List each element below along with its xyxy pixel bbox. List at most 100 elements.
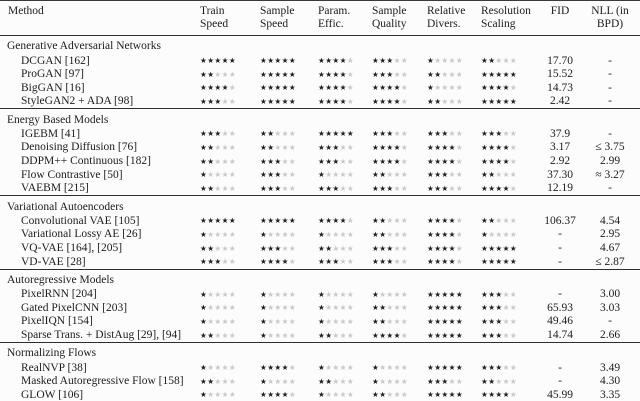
filled-stars: ★★ <box>200 142 215 152</box>
filled-stars: ★★★ <box>372 69 394 79</box>
empty-stars: ★★ <box>448 376 464 386</box>
empty-stars: ★★★★ <box>207 289 237 299</box>
rating-resolution_scaling: ★★★★★ <box>481 242 540 256</box>
filled-stars: ★★★ <box>372 183 394 193</box>
method-name: IGEBM [41] <box>21 127 81 140</box>
rating-sample_speed: ★★★★★ <box>260 388 318 401</box>
empty-stars: ★★★ <box>214 69 237 79</box>
filled-stars: ★ <box>200 363 208 373</box>
star-rating: ★★★★★ <box>372 257 408 266</box>
filled-stars: ★ <box>372 289 380 299</box>
nll-value: 3.03 <box>599 301 621 314</box>
star-rating: ★★★★★ <box>318 184 354 193</box>
empty-stars: ★★★★ <box>434 83 464 93</box>
table-row: DCGAN [162] ★★★★★ ★★★★★ ★★★★★ ★★★★★ ★★★★★ ★★★★… <box>0 54 640 68</box>
nll-value: 3.00 <box>599 288 621 301</box>
rating-sample_quality: ★★★★★ <box>372 228 427 242</box>
filled-stars: ★★ <box>200 183 215 193</box>
rating-resolution_scaling: ★★★★★ <box>481 168 540 182</box>
filled-stars: ★★★★★ <box>481 243 518 253</box>
rating-sample_quality: ★★★★★ <box>372 141 427 155</box>
fid-value: 2.92 <box>549 155 571 168</box>
filled-stars: ★★★ <box>427 129 449 139</box>
filled-stars: ★★★★ <box>260 390 289 400</box>
star-rating: ★★★★★ <box>372 70 408 79</box>
rating-sample_quality: ★★★★★ <box>372 315 427 329</box>
empty-stars: ★★★★ <box>267 303 297 313</box>
empty-stars: ★★★★ <box>207 316 237 326</box>
empty-stars: ★★ <box>339 156 355 166</box>
star-rating: ★★★★★ <box>427 317 463 326</box>
column-header-param_effic: Param. Effic. <box>318 0 372 36</box>
star-rating: ★★★★★ <box>260 170 296 179</box>
filled-stars: ★★★ <box>318 183 340 193</box>
rating-param_effic: ★★★★★ <box>318 68 372 82</box>
star-rating: ★★★★★ <box>372 97 408 106</box>
star-rating: ★★★★★ <box>200 331 236 340</box>
filled-stars: ★★★★★ <box>427 289 464 299</box>
filled-stars: ★★★ <box>481 303 503 313</box>
star-rating: ★★★★★ <box>318 170 354 179</box>
rating-train_speed: ★★★★★ <box>200 315 260 329</box>
rating-sample_speed: ★★★★★ <box>260 361 318 375</box>
rating-sample_speed: ★★★★★ <box>260 288 318 302</box>
rating-param_effic: ★★★★★ <box>318 95 372 109</box>
empty-stars: ★★★ <box>386 170 409 180</box>
star-rating: ★★★★★ <box>427 216 463 225</box>
star-rating: ★★★★★ <box>481 170 517 179</box>
empty-stars: ★★★★ <box>379 289 409 299</box>
filled-stars: ★★★★★ <box>481 96 518 106</box>
star-rating: ★★★★★ <box>427 157 463 166</box>
star-rating: ★★★★★ <box>427 129 463 138</box>
filled-stars: ★★★★★ <box>427 330 464 340</box>
empty-stars: ★★★ <box>495 56 518 65</box>
rating-sample_quality: ★★★★★ <box>372 68 427 82</box>
empty-stars: ★★★★ <box>325 229 355 239</box>
fid-value: - <box>558 242 562 255</box>
star-rating: ★★★★★ <box>260 317 296 326</box>
column-header-line: NLL (in <box>591 5 629 17</box>
filled-stars: ★★★★★ <box>427 316 464 326</box>
filled-stars: ★★★★ <box>260 257 289 267</box>
star-rating: ★★★★★ <box>372 317 408 326</box>
star-rating: ★★★★★ <box>200 70 236 79</box>
method-name: BigGAN [16] <box>21 81 85 94</box>
filled-stars: ★ <box>260 330 268 340</box>
nll-value: ≤ 3.75 <box>595 141 625 154</box>
star-rating: ★★★★★ <box>200 143 236 152</box>
rating-train_speed: ★★★★★ <box>200 155 260 169</box>
table-row: GLOW [106] ★★★★★ ★★★★★ ★★★★★ ★★★★★ ★★★★★ ★★★★★… <box>0 388 640 401</box>
empty-stars: ★ <box>509 142 518 152</box>
filled-stars: ★★★★★ <box>200 56 237 65</box>
rating-train_speed: ★★★★★ <box>200 127 260 141</box>
rating-relative_divers: ★★★★★ <box>427 127 481 141</box>
fid-value: - <box>558 375 562 388</box>
rating-relative_divers: ★★★★★ <box>427 375 481 389</box>
star-rating: ★★★★★ <box>318 331 354 340</box>
nll-value: - <box>608 81 612 94</box>
star-rating: ★★★★★ <box>372 184 408 193</box>
star-rating: ★★★★★ <box>481 290 517 299</box>
filled-stars: ★★★★★ <box>260 216 297 226</box>
star-rating: ★★★★★ <box>200 290 236 299</box>
star-rating: ★★★★★ <box>372 83 408 92</box>
rating-relative_divers: ★★★★★ <box>427 288 481 302</box>
empty-stars: ★★★★ <box>325 303 355 313</box>
method-name: Denoising Diffusion [76] <box>21 141 138 154</box>
star-rating: ★★★★★ <box>200 363 236 372</box>
star-rating: ★★★★★ <box>372 244 408 253</box>
filled-stars: ★★★★ <box>260 363 289 373</box>
empty-stars: ★★★ <box>214 142 237 152</box>
filled-stars: ★★★★★ <box>260 56 297 65</box>
filled-stars: ★★ <box>481 216 496 226</box>
filled-stars: ★★ <box>260 129 275 139</box>
filled-stars: ★ <box>318 390 326 400</box>
table-row: VQ-VAE [164], [205] ★★★★★ ★★★★★ ★★★★★ ★★★★★ ★… <box>0 242 640 256</box>
star-rating: ★★★★★ <box>318 97 354 106</box>
filled-stars: ★★ <box>372 229 387 239</box>
rating-train_speed: ★★★★★ <box>200 288 260 302</box>
filled-stars: ★★ <box>372 216 387 226</box>
star-rating: ★★★★★ <box>427 70 463 79</box>
filled-stars: ★★ <box>481 170 496 180</box>
rating-sample_speed: ★★★★★ <box>260 375 318 389</box>
